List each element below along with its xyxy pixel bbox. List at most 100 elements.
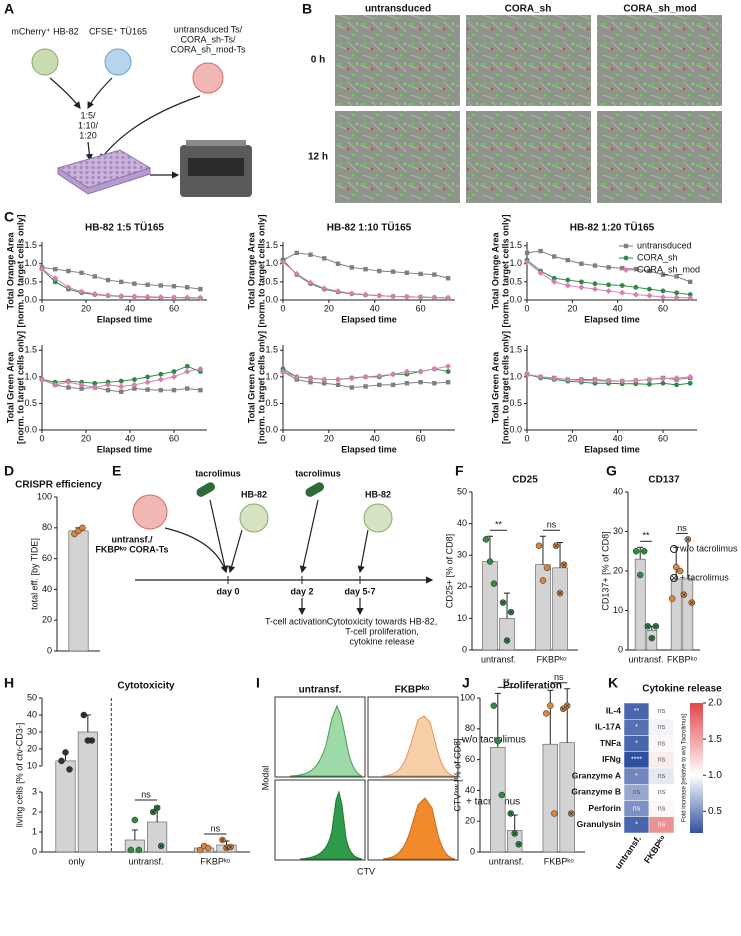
- marker: [335, 261, 341, 266]
- marker: [551, 375, 558, 382]
- y-tick-label: 0.5: [265, 276, 278, 286]
- day-label: day 0: [216, 586, 239, 596]
- y-axis-label: [norm. to target cells only]: [256, 331, 266, 444]
- row-label: 0 h: [311, 55, 325, 66]
- marker: [362, 373, 369, 380]
- y-tick-label: 20: [27, 743, 37, 753]
- arrow: [228, 529, 243, 574]
- marker: [349, 385, 354, 390]
- marker: [418, 271, 423, 277]
- marker: [105, 277, 111, 283]
- marker: [377, 382, 382, 388]
- marker: [52, 279, 58, 285]
- cell-label: ns: [658, 724, 666, 731]
- x-tick-label: 0: [280, 433, 285, 443]
- marker: [432, 381, 437, 386]
- legend-marker: [670, 545, 678, 553]
- data-point: [547, 702, 554, 709]
- y-tick-label: 1.5: [265, 240, 278, 250]
- data-point: [62, 749, 69, 756]
- data-point: [672, 563, 680, 571]
- data-point: [498, 791, 506, 799]
- panel-label: H: [4, 675, 14, 691]
- marker: [633, 266, 638, 272]
- arrow: [357, 529, 369, 574]
- y-tick-label: 30: [27, 726, 37, 736]
- y-axis-label: CTVˡᵒʷ [% of CD8]: [452, 738, 462, 811]
- marker: [687, 292, 693, 297]
- marker: [592, 263, 598, 268]
- y-axis-label: [norm. to target cells only]: [15, 331, 25, 444]
- point-cross: [564, 703, 570, 708]
- marker: [157, 376, 164, 383]
- panel-label: G: [606, 463, 617, 479]
- arrow: [85, 141, 93, 162]
- marker: [105, 387, 111, 393]
- marker: [417, 368, 424, 375]
- cell-label: ns: [658, 822, 666, 829]
- cell-label: ****: [631, 757, 642, 764]
- colorbar-label: Fold increase [relative to w/o Tacrolimu…: [682, 714, 688, 823]
- chart-title: Cytokine release: [642, 684, 722, 695]
- point-cross: [512, 831, 517, 836]
- arrow: [49, 77, 81, 109]
- marker: [53, 266, 58, 272]
- bar: [559, 742, 575, 853]
- y-tick-label: 3: [32, 786, 37, 796]
- x-tick-label: FKBPᵏᵒ: [544, 856, 575, 866]
- data-point: [636, 571, 644, 579]
- significance: ns: [677, 523, 687, 533]
- marker: [308, 379, 313, 385]
- y-tick-label: 1.5: [24, 240, 37, 250]
- y-tick-label: 0: [462, 644, 467, 654]
- marker: [687, 380, 693, 386]
- data-point: [543, 710, 550, 717]
- marker: [171, 373, 177, 380]
- incucyte-top: [186, 140, 246, 146]
- point-cross: [568, 811, 574, 816]
- marker: [537, 373, 544, 380]
- data-point: [204, 844, 212, 852]
- marker: [79, 386, 84, 391]
- column-label: FKBPᵏᵒ: [642, 834, 668, 866]
- row-label: TNFa: [600, 738, 622, 748]
- cell-label: ns: [658, 805, 666, 812]
- row-label: Granulysin: [577, 819, 621, 829]
- x-tick-label: untransf.: [489, 856, 524, 866]
- marker: [118, 293, 125, 300]
- y-tick-label: 100: [460, 692, 475, 702]
- colorbar-tick-label: 2.0: [708, 698, 722, 709]
- heatmap-cell: [648, 816, 675, 834]
- x-tick-label: 0: [524, 303, 529, 313]
- marker: [78, 288, 85, 295]
- x-tick-label: 20: [324, 303, 334, 313]
- marker: [184, 363, 190, 369]
- bar: [542, 743, 558, 853]
- marker: [376, 292, 383, 299]
- marker: [132, 281, 137, 286]
- marker: [145, 374, 151, 380]
- panel-b: untransduced CORA_sh CORA_sh_mod 0 h 12 …: [308, 4, 722, 203]
- marker: [390, 382, 396, 388]
- marker: [157, 294, 164, 301]
- y-tick-label: 2: [32, 806, 37, 816]
- marker: [431, 294, 438, 301]
- marker: [390, 293, 397, 300]
- y-axis-label: Total Green Area: [490, 351, 500, 424]
- y-axis-label: [norm. to target cells only]: [15, 214, 25, 327]
- marker: [171, 387, 177, 393]
- y-tick-label: 0: [470, 846, 475, 856]
- micrograph: [597, 111, 722, 203]
- point-cross: [508, 609, 514, 615]
- label: mCherry⁺ HB-82: [11, 26, 78, 36]
- panel-label: E: [112, 463, 121, 479]
- bar: [670, 578, 682, 651]
- x-tick-label: FKBPᵏᵒ: [537, 654, 568, 664]
- x-tick-label: 40: [613, 303, 623, 313]
- marker: [606, 265, 611, 270]
- marker: [606, 282, 611, 288]
- x-tick-label: 20: [81, 303, 91, 313]
- row-label: Granzyme A: [572, 770, 621, 780]
- data-point: [490, 580, 498, 587]
- x-tick-label: FKBPᵏᵒ: [667, 654, 698, 664]
